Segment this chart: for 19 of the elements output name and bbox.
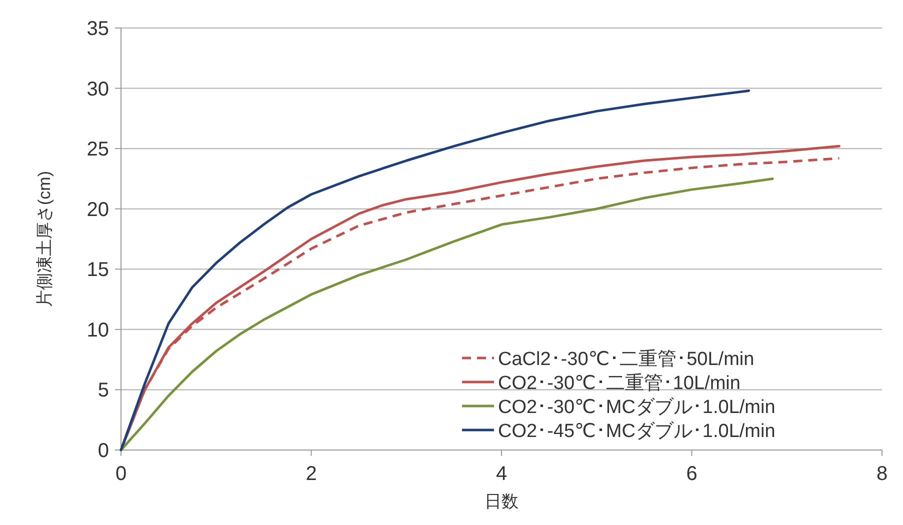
legend-label: CO2･-30℃･二重管･10L/min xyxy=(498,373,740,394)
legend-label: CaCl2･-30℃･二重管･50L/min xyxy=(498,349,754,370)
x-tick-label: 2 xyxy=(306,463,317,485)
x-tick-label: 6 xyxy=(686,463,698,485)
y-tick-label: 30 xyxy=(86,78,109,100)
legend-label: CO2･-30℃･MCダブル･1.0L/min xyxy=(498,397,776,418)
y-tick-label: 25 xyxy=(86,138,109,161)
x-tick-label: 0 xyxy=(115,463,127,485)
y-tick-label: 5 xyxy=(98,380,109,402)
y-tick-label: 0 xyxy=(98,440,109,462)
y-tick-label: 15 xyxy=(86,259,109,282)
x-tick-label: 4 xyxy=(496,463,508,485)
y-tick-label: 10 xyxy=(86,319,109,342)
y-tick-label: 20 xyxy=(86,198,109,221)
y-axis-title: 片側凍土厚さ(cm) xyxy=(35,171,54,307)
legend-label: CO2･-45℃･MCダブル･1.0L/min xyxy=(498,421,776,442)
x-axis-title: 日数 xyxy=(484,492,518,511)
y-tick-label: 35 xyxy=(86,18,109,40)
x-tick-label: 8 xyxy=(876,463,888,485)
